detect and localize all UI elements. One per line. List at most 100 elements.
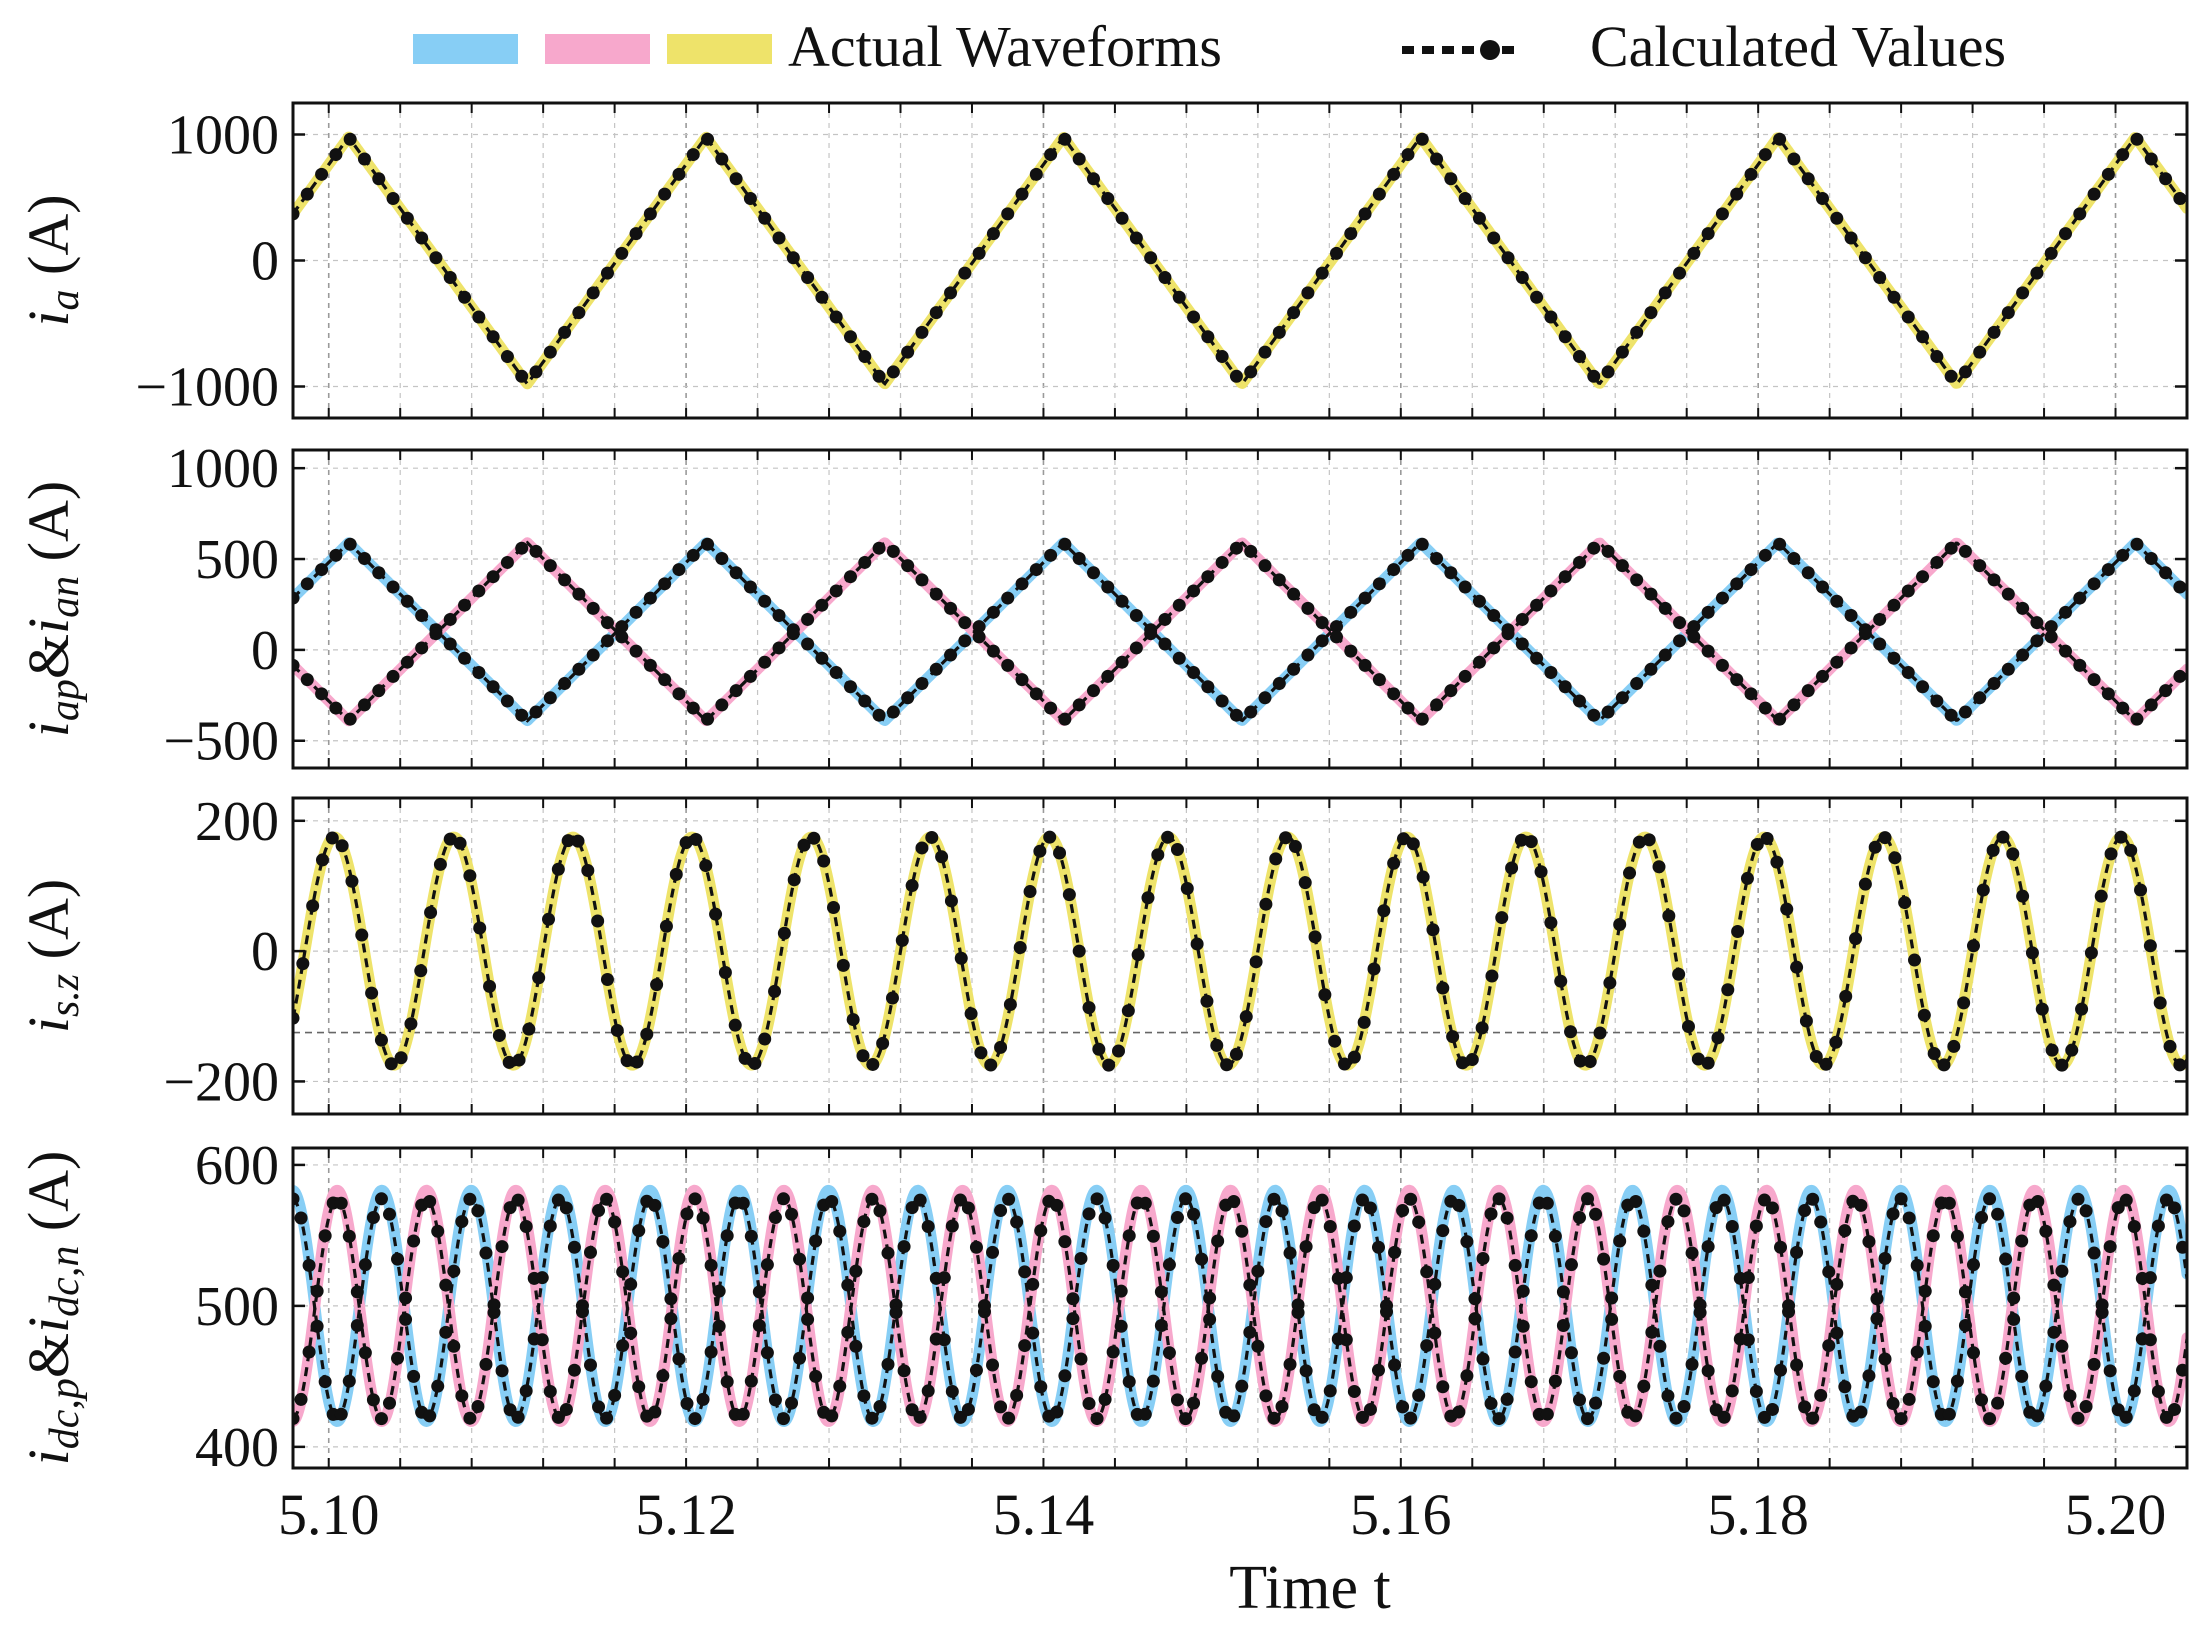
calculated-point bbox=[519, 1384, 533, 1398]
calculated-point bbox=[2159, 1410, 2173, 1424]
calculated-point bbox=[728, 1018, 742, 1032]
calculated-point bbox=[752, 1319, 766, 1333]
calculated-point bbox=[1158, 271, 1172, 285]
calculated-point bbox=[1930, 694, 1944, 708]
calculated-point bbox=[293, 658, 300, 672]
calculated-point bbox=[1558, 570, 1572, 584]
calculated-point bbox=[1630, 325, 1644, 339]
calculated-point bbox=[543, 1384, 557, 1398]
calculated-point bbox=[1115, 211, 1129, 225]
calculated-point bbox=[1819, 1057, 1833, 1071]
calculated-point bbox=[1044, 701, 1058, 715]
calculated-point bbox=[2045, 1043, 2059, 1057]
calculated-point bbox=[772, 641, 786, 655]
calculated-point bbox=[1757, 1410, 1771, 1424]
calculated-point bbox=[664, 1292, 678, 1306]
calculated-point bbox=[729, 566, 743, 580]
calculated-point bbox=[2030, 266, 2044, 280]
calculated-point bbox=[558, 325, 572, 339]
calculated-point bbox=[1272, 325, 1286, 339]
calculated-point bbox=[318, 1229, 332, 1243]
calculated-point bbox=[382, 1396, 396, 1410]
calculated-point bbox=[1524, 1229, 1538, 1243]
calculated-point bbox=[632, 1224, 646, 1238]
calculated-point bbox=[1172, 651, 1186, 665]
calculated-point bbox=[1372, 187, 1386, 201]
calculated-point bbox=[1854, 1198, 1868, 1212]
calculated-point bbox=[600, 972, 614, 986]
calculated-point bbox=[1681, 1020, 1695, 1034]
calculated-point bbox=[886, 365, 900, 379]
calculated-point bbox=[615, 630, 629, 644]
calculated-point bbox=[453, 836, 467, 850]
calculated-line-i-an-calculated bbox=[293, 540, 2187, 723]
calculated-point bbox=[865, 1192, 879, 1206]
calculated-point bbox=[1589, 1207, 1603, 1221]
calculated-point bbox=[1815, 580, 1829, 594]
calculated-point bbox=[2015, 1369, 2029, 1383]
calculated-point bbox=[643, 207, 657, 221]
calculated-point bbox=[1259, 897, 1273, 911]
calculated-point bbox=[1757, 1193, 1771, 1207]
calculated-point bbox=[1151, 848, 1165, 862]
calculated-point bbox=[1187, 1396, 1201, 1410]
legend-swatch-2 bbox=[545, 34, 650, 64]
calculated-point bbox=[1187, 310, 1201, 324]
calculated-point bbox=[1034, 1224, 1048, 1238]
calculated-point bbox=[1283, 1246, 1297, 1260]
calculated-point bbox=[1749, 1384, 1763, 1398]
calculated-point bbox=[1615, 345, 1629, 359]
calculated-point bbox=[1725, 1384, 1739, 1398]
calculated-point bbox=[1347, 1384, 1361, 1398]
calculated-point bbox=[1573, 1054, 1587, 1068]
calculated-point bbox=[1581, 1412, 1595, 1426]
calculated-point bbox=[1329, 630, 1343, 644]
calculated-point bbox=[1034, 1380, 1048, 1394]
calculated-point bbox=[865, 1411, 879, 1425]
calculated-point bbox=[357, 698, 371, 712]
calculated-point bbox=[953, 1410, 967, 1424]
calculated-point bbox=[1495, 911, 1509, 925]
calculated-point bbox=[1605, 1312, 1619, 1326]
calculated-point bbox=[399, 1312, 413, 1326]
calculated-point bbox=[1220, 1058, 1234, 1072]
calculated-point bbox=[2119, 1410, 2133, 1424]
calculated-point bbox=[1601, 544, 1615, 558]
calculated-point bbox=[1115, 655, 1129, 669]
calculated-point bbox=[1162, 1346, 1176, 1360]
calculated-point bbox=[701, 712, 715, 726]
calculated-point bbox=[629, 227, 643, 241]
calculated-point bbox=[2104, 847, 2118, 861]
calculated-point bbox=[1630, 677, 1644, 691]
calculated-point bbox=[1082, 1397, 1096, 1411]
calculated-point bbox=[1114, 1284, 1128, 1298]
calculated-point bbox=[1782, 1299, 1796, 1313]
calculated-point bbox=[1862, 1369, 1876, 1383]
calculated-point bbox=[1396, 1204, 1410, 1218]
calculated-point bbox=[1701, 1240, 1715, 1254]
calculated-point bbox=[801, 1312, 815, 1326]
calculated-point bbox=[1799, 1014, 1813, 1028]
calculated-point bbox=[1514, 833, 1528, 847]
calculated-point bbox=[715, 552, 729, 565]
calculated-point bbox=[610, 1023, 624, 1037]
calculated-point bbox=[1944, 369, 1958, 383]
calculated-point bbox=[785, 1207, 799, 1221]
calculated-point bbox=[624, 1326, 638, 1340]
calculated-point bbox=[1122, 1375, 1136, 1389]
calculated-point bbox=[1444, 172, 1458, 186]
calculated-point bbox=[1652, 860, 1666, 874]
calculated-point bbox=[872, 541, 886, 555]
calculated-point bbox=[1487, 641, 1501, 655]
calculated-point bbox=[1741, 1271, 1755, 1285]
calculated-point bbox=[358, 1346, 372, 1360]
calculated-point bbox=[439, 1278, 453, 1292]
calculated-point bbox=[1146, 1374, 1160, 1388]
calculated-point bbox=[1229, 708, 1243, 722]
calculated-point bbox=[1472, 655, 1486, 669]
calculated-point bbox=[969, 1363, 983, 1377]
calculated-point bbox=[1259, 1215, 1273, 1229]
calculated-point bbox=[479, 1246, 493, 1260]
calculated-point bbox=[1774, 1363, 1787, 1377]
calculated-point bbox=[357, 552, 371, 565]
